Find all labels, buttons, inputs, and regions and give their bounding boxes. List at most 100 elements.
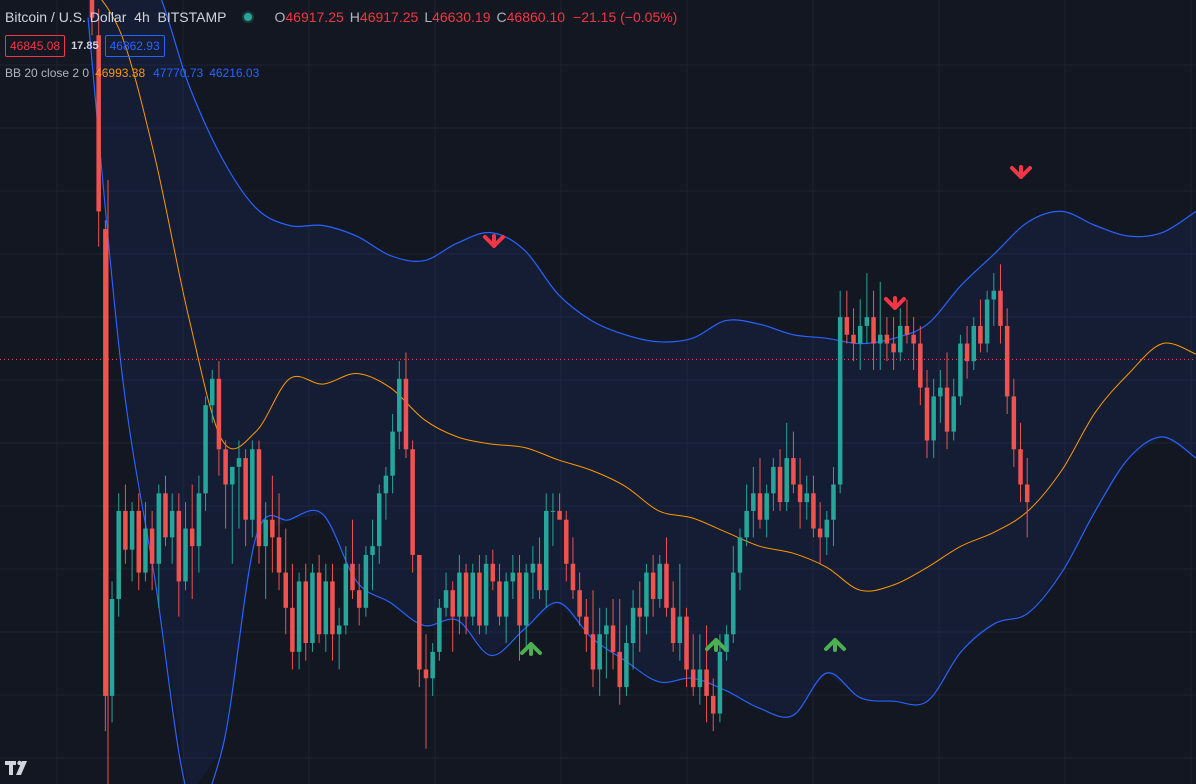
candle-bullish — [336, 625, 342, 635]
candle-bearish — [149, 528, 155, 564]
candle-bullish — [543, 510, 549, 591]
candle-bullish — [196, 493, 202, 547]
candles — [89, 0, 1030, 784]
candle-bearish — [911, 334, 916, 344]
candle-bearish — [777, 466, 783, 503]
indicator-basis-value: 46993.38 — [95, 66, 146, 80]
candle-bearish — [690, 669, 696, 688]
candle-bearish — [123, 510, 128, 550]
candle-bearish — [410, 449, 415, 555]
candle-bearish — [256, 449, 262, 547]
candle-bullish — [183, 528, 188, 582]
candle-bullish — [203, 405, 208, 494]
candle-bearish — [918, 343, 923, 388]
candle-bearish — [89, 0, 95, 18]
candle-bullish — [644, 572, 649, 617]
candle-bearish — [330, 581, 335, 635]
candle-bearish — [664, 563, 669, 608]
candle-bearish — [450, 590, 455, 617]
indicator-upper-value: 47770.73 — [153, 66, 204, 80]
candle-bearish — [797, 484, 803, 503]
candle-bearish — [584, 616, 589, 635]
bollinger-band-fill — [88, 0, 1196, 784]
candle-bullish — [109, 599, 115, 696]
candle-bearish — [1004, 325, 1010, 397]
candle-bullish — [437, 607, 442, 652]
candle-bullish — [931, 396, 936, 441]
low-label: L — [424, 9, 433, 25]
candle-bullish — [751, 493, 756, 511]
indicator-lower-value: 46216.03 — [209, 66, 260, 80]
spread-value: 17.85 — [71, 40, 99, 52]
candle-bullish — [310, 572, 315, 644]
candle-bullish — [764, 493, 769, 520]
high-value: 46917.25 — [359, 9, 419, 25]
candle-bearish — [497, 581, 502, 617]
candle-bullish — [510, 572, 516, 582]
candle-bullish — [390, 431, 395, 476]
candle-bullish — [824, 519, 830, 538]
candle-bearish — [964, 343, 970, 362]
candle-bearish — [704, 669, 709, 696]
candle-bearish — [403, 378, 409, 450]
bollinger-upper-line — [160, 0, 1196, 345]
candle-bearish — [978, 325, 983, 344]
candle-bearish — [136, 510, 142, 573]
candle-bearish — [290, 607, 295, 652]
sell-arrow-icon — [884, 296, 906, 310]
candle-bearish — [590, 634, 596, 670]
close-value: 46860.10 — [506, 9, 566, 25]
candle-bullish — [296, 581, 302, 652]
candle-bullish — [971, 325, 977, 362]
candle-bullish — [143, 528, 148, 573]
candle-bullish — [397, 378, 402, 432]
symbol-name[interactable]: Bitcoin / U.S. Dollar — [5, 9, 127, 25]
candle-bullish — [804, 493, 810, 503]
candle-bearish — [1011, 396, 1017, 450]
sell-price-button[interactable]: 46845.08 — [5, 35, 66, 57]
bollinger-lower-line — [87, 17, 1196, 784]
change-value: −21.15 (−0.05%) — [573, 9, 678, 25]
candle-bullish — [209, 378, 215, 406]
candle-bullish — [383, 475, 389, 494]
high-label: H — [349, 9, 360, 25]
candle-bullish — [597, 634, 602, 670]
candle-bullish — [771, 466, 776, 494]
candle-bearish — [811, 493, 816, 529]
candle-bullish — [443, 590, 449, 608]
bollinger-basis-line — [101, 0, 1196, 592]
indicator-legend[interactable]: BB 20 close 2 0 46993.38 47770.73 46216.… — [5, 66, 259, 80]
candle-bullish — [624, 643, 629, 688]
candle-bullish — [864, 317, 870, 326]
candle-bearish — [944, 387, 950, 432]
tradingview-logo-icon[interactable] — [4, 758, 36, 782]
indicator-name[interactable]: BB 20 close 2 0 — [5, 66, 90, 80]
candle-bullish — [630, 607, 636, 644]
interval-label[interactable]: 4h — [134, 9, 150, 25]
candle-bullish — [116, 510, 121, 600]
candle-bearish — [103, 229, 108, 696]
candle-bullish — [156, 493, 162, 564]
candle-bearish — [817, 528, 823, 538]
candle-bearish — [96, 35, 101, 212]
open-label: O — [274, 9, 286, 25]
candle-bullish — [470, 572, 476, 617]
candle-bearish — [998, 290, 1003, 326]
signal-arrows — [483, 165, 1032, 656]
candle-bullish — [697, 669, 703, 688]
candle-bullish — [169, 510, 175, 538]
candle-bullish — [230, 466, 235, 485]
candle-bearish — [477, 572, 482, 626]
symbol-legend[interactable]: Bitcoin / U.S. Dollar 4h BITSTAMP O 46917… — [5, 9, 677, 25]
candle-bullish — [717, 651, 723, 714]
sell-arrow-icon — [483, 234, 505, 248]
candle-bearish — [791, 458, 796, 485]
candle-bearish — [844, 317, 850, 335]
candle-bearish — [463, 572, 469, 617]
candle-bullish — [724, 634, 729, 652]
buy-price-button[interactable]: 46862.93 — [104, 35, 165, 57]
candle-bearish — [270, 519, 275, 538]
candle-bearish — [303, 581, 309, 644]
